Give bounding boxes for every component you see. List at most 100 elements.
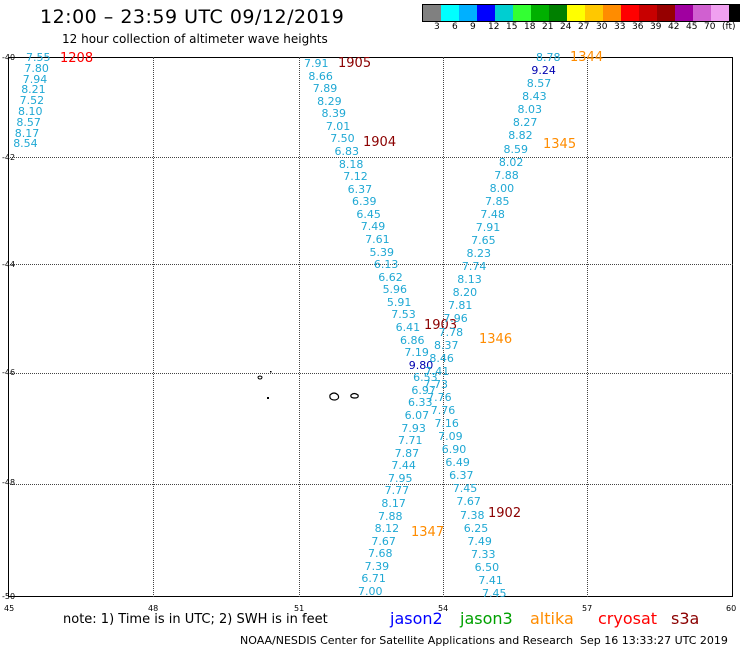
wave-height-value: 7.88 — [494, 168, 519, 182]
colorbar-swatch — [513, 5, 531, 21]
wave-height-value: 8.18 — [338, 157, 364, 171]
wave-height-value: 7.67 — [456, 495, 481, 509]
colorbar-swatch — [711, 5, 729, 21]
wave-height-value: 8.17 — [14, 126, 40, 140]
colorbar-tick-label: 9 — [470, 22, 476, 32]
wave-height-colorbar — [422, 4, 740, 22]
wave-height-value: 7.49 — [467, 534, 492, 548]
wave-height-value: 7.41 — [424, 364, 450, 378]
colorbar-tick-label: 18 — [524, 22, 536, 32]
wave-height-value: 8.43 — [522, 90, 547, 104]
longitude-label: 57 — [582, 604, 593, 613]
wave-height-value: 7.80 — [24, 61, 49, 75]
wave-height-value: 7.48 — [480, 207, 505, 221]
wave-height-value: 7.16 — [434, 417, 459, 431]
wave-height-value: 7.74 — [461, 260, 487, 274]
credit-text: NOAA/NESDIS Center for Satellite Applica… — [240, 634, 574, 647]
wave-height-value: 8.21 — [21, 83, 46, 97]
legend-cryosat: cryosat — [598, 609, 658, 628]
footer-note: note: 1) Time is in UTC; 2) SWH is in fe… — [63, 612, 328, 627]
wave-height-value: 6.33 — [408, 396, 433, 410]
wave-height-value: 9.24 — [531, 64, 556, 78]
colorbar-tick-label: 45 — [686, 22, 698, 32]
wave-height-value: 6.50 — [474, 560, 500, 574]
wave-height-value: 7.76 — [430, 403, 456, 417]
latitude-label: -42 — [2, 153, 16, 162]
wave-height-value: 7.53 — [391, 308, 416, 322]
latitude-label: -40 — [2, 53, 16, 62]
parallel-line — [8, 484, 733, 485]
map-title: 12:00 – 23:59 UTC 09/12/2019 — [40, 6, 345, 28]
colorbar-tick-label: 15 — [506, 22, 518, 32]
wave-height-value: 7.73 — [423, 377, 448, 391]
island-crozet-west — [257, 375, 263, 380]
latitude-label: -46 — [2, 368, 16, 377]
wave-height-value: 9.80 — [408, 358, 434, 372]
colorbar-swatch — [603, 5, 621, 21]
island-crozet-east — [329, 392, 340, 401]
wave-height-value: 7.95 — [388, 471, 413, 485]
colorbar-swatch — [693, 5, 711, 21]
wave-height-value: 6.25 — [463, 521, 489, 535]
parallel-line — [8, 157, 733, 158]
wave-height-value: 8.78 — [536, 51, 561, 64]
wave-height-value: 6.97 — [411, 383, 436, 397]
wave-height-value: 8.54 — [13, 137, 38, 151]
wave-height-value: 6.62 — [378, 270, 403, 284]
wave-height-value: 7.00 — [358, 585, 383, 598]
wave-height-value: 7.45 — [482, 587, 507, 600]
colorbar-tick-label: (ft) — [722, 22, 736, 32]
wave-height-value: 8.03 — [517, 103, 542, 117]
colorbar-swatch — [423, 5, 441, 21]
wave-height-value: 6.49 — [445, 456, 470, 470]
colorbar-swatch — [639, 5, 657, 21]
wave-height-value: 5.91 — [386, 295, 412, 309]
wave-height-value: 6.45 — [356, 207, 381, 221]
wave-height-value: 8.10 — [18, 105, 43, 118]
colorbar-tick-label: 3 — [434, 22, 440, 32]
wave-height-value: 8.46 — [429, 351, 454, 365]
longitude-label: 51 — [294, 604, 305, 613]
longitude-label: 48 — [148, 604, 159, 613]
wave-height-value: 8.27 — [512, 116, 538, 130]
wave-height-value: 7.52 — [19, 94, 45, 108]
island-crozet-east-2 — [350, 392, 359, 399]
colorbar-tick-label: 6 — [452, 22, 458, 32]
wave-height-value: 7.91 — [475, 220, 501, 234]
wave-height-value: 8.57 — [16, 115, 41, 129]
wave-height-value: 8.59 — [503, 142, 529, 156]
wave-height-value: 7.50 — [330, 132, 355, 146]
wave-height-value: 6.83 — [334, 145, 360, 158]
wave-height-value: 6.37 — [449, 469, 474, 483]
colorbar-swatch — [459, 5, 477, 21]
wave-height-value: 7.96 — [443, 312, 468, 326]
wave-height-value: 7.76 — [427, 390, 452, 404]
wave-height-value: 7.77 — [384, 484, 410, 498]
colorbar-swatch — [495, 5, 513, 21]
map-subtitle: 12 hour collection of altimeter wave hei… — [62, 32, 328, 46]
wave-height-value: 6.39 — [352, 195, 377, 209]
wave-height-value: 7.89 — [312, 82, 338, 96]
wave-height-value: 6.86 — [400, 333, 425, 347]
pass-time-label: 1902 — [488, 506, 522, 521]
colorbar-swatch — [531, 5, 549, 21]
colorbar-swatch — [675, 5, 693, 21]
meridian-line — [299, 57, 300, 597]
wave-height-value: 8.20 — [452, 286, 478, 300]
wave-height-value: 7.44 — [391, 459, 416, 473]
latitude-label: -50 — [2, 592, 16, 601]
wave-height-value: 7.94 — [22, 72, 48, 86]
wave-height-value: 8.57 — [526, 77, 552, 91]
wave-height-value: 7.38 — [460, 508, 485, 522]
wave-height-value: 5.39 — [369, 245, 394, 259]
wave-height-value: 8.23 — [466, 247, 491, 261]
legend-altika: altika — [530, 609, 574, 628]
island-speck-2 — [267, 397, 269, 399]
colorbar-tick-label: 33 — [614, 22, 626, 32]
wave-height-value: 8.82 — [508, 129, 533, 143]
pass-time-label: 1346 — [479, 332, 513, 347]
pass-time-label: 1344 — [570, 50, 604, 65]
colorbar-ticks: 3 6 9 12 15 18 21 24 27 30 33 36 39 42 45 70 (ft) — [422, 22, 736, 34]
colorbar-tick-label: 70 — [704, 22, 716, 32]
